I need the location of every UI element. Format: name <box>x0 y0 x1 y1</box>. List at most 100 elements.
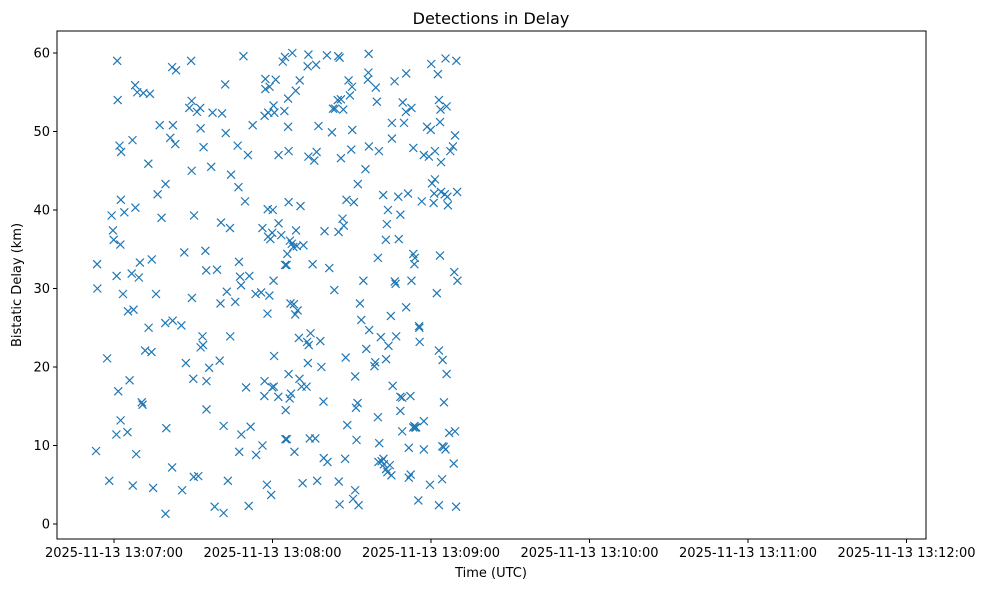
data-point-311 <box>415 337 425 347</box>
data-point-173 <box>291 225 301 235</box>
data-point-227 <box>345 90 355 100</box>
data-point-252 <box>371 83 381 92</box>
data-point-261 <box>378 190 388 200</box>
data-point-275 <box>387 134 397 143</box>
x-tick-label-0: 2025-11-13 13:07:00 <box>45 546 183 561</box>
data-point-324 <box>430 146 440 156</box>
data-point-248 <box>364 141 374 151</box>
data-point-163 <box>286 298 295 308</box>
data-point-146 <box>274 218 284 228</box>
data-point-159 <box>284 197 294 207</box>
data-point-83 <box>206 162 216 172</box>
data-point-140 <box>269 351 279 361</box>
data-point-192 <box>308 259 318 269</box>
y-axis: 0 10 20 30 40 50 60 <box>33 47 57 533</box>
data-point-242 <box>358 276 368 286</box>
data-point-281 <box>393 192 403 202</box>
data-point-347 <box>443 200 453 210</box>
data-point-24 <box>128 135 137 145</box>
data-point-25 <box>128 481 138 490</box>
data-point-273 <box>386 470 396 480</box>
data-point-93 <box>220 79 230 89</box>
data-point-350 <box>448 141 458 151</box>
data-point-147 <box>276 230 286 240</box>
data-point-338 <box>438 355 448 365</box>
y-tick-label-6: 60 <box>33 47 50 62</box>
data-point-105 <box>235 272 245 282</box>
data-point-345 <box>442 101 452 111</box>
data-point-69 <box>189 211 199 220</box>
data-point-99 <box>226 170 236 180</box>
data-point-212 <box>334 477 344 487</box>
data-point-45 <box>155 120 165 130</box>
data-point-186 <box>304 50 313 59</box>
data-point-139 <box>269 101 278 111</box>
y-tick-label-3: 30 <box>33 282 50 297</box>
data-point-148 <box>278 57 288 67</box>
data-point-185 <box>303 61 313 71</box>
data-point-150 <box>280 52 290 62</box>
data-point-10 <box>111 430 121 439</box>
data-point-240 <box>355 298 365 308</box>
data-point-43 <box>151 289 161 299</box>
data-point-141 <box>269 382 279 392</box>
x-tick-label-4: 2025-11-13 13:11:00 <box>679 546 817 561</box>
data-point-157 <box>283 122 293 132</box>
data-point-293 <box>403 189 413 198</box>
data-point-312 <box>417 196 427 206</box>
data-point-189 <box>303 358 313 368</box>
data-point-122 <box>259 391 269 401</box>
data-point-160 <box>284 146 294 156</box>
data-point-34 <box>138 400 147 410</box>
data-point-232 <box>349 197 359 207</box>
data-point-284 <box>395 210 405 220</box>
data-point-23 <box>127 269 137 279</box>
data-point-98 <box>225 331 235 341</box>
data-point-289 <box>399 118 409 128</box>
data-point-246 <box>363 68 373 78</box>
data-point-315 <box>419 150 429 160</box>
data-point-222 <box>340 454 350 464</box>
data-point-175 <box>293 306 303 315</box>
data-point-103 <box>234 257 244 267</box>
data-point-267 <box>382 219 392 229</box>
x-tick-label-1: 2025-11-13 13:08:00 <box>203 546 341 561</box>
data-point-343 <box>441 54 450 63</box>
data-point-276 <box>388 381 398 391</box>
data-point-239 <box>354 500 364 510</box>
data-point-194 <box>310 434 320 443</box>
data-point-358 <box>452 276 462 286</box>
data-point-86 <box>212 265 222 275</box>
data-point-107 <box>236 430 246 439</box>
data-point-277 <box>390 76 399 86</box>
data-point-15 <box>116 415 126 425</box>
data-point-181 <box>298 478 308 488</box>
data-point-204 <box>322 50 332 60</box>
data-point-238 <box>353 179 363 189</box>
chart-title: Detections in Delay <box>413 9 570 28</box>
data-point-182 <box>298 240 308 250</box>
data-point-165 <box>286 389 296 399</box>
data-point-64 <box>187 166 197 176</box>
data-point-113 <box>244 271 254 281</box>
data-point-1 <box>92 259 102 269</box>
data-point-210 <box>330 104 340 114</box>
data-point-138 <box>269 276 278 286</box>
data-point-228 <box>346 145 356 154</box>
data-point-57 <box>171 65 181 75</box>
data-point-111 <box>243 150 253 160</box>
data-point-230 <box>347 125 357 135</box>
data-point-19 <box>118 289 128 299</box>
data-point-112 <box>244 501 254 511</box>
data-point-110 <box>241 382 251 392</box>
data-point-278 <box>390 277 400 286</box>
data-point-197 <box>312 476 322 486</box>
data-point-321 <box>427 178 437 188</box>
y-tick-label-0: 0 <box>42 518 50 533</box>
data-point-119 <box>258 441 267 450</box>
data-point-226 <box>344 76 354 85</box>
data-point-16 <box>116 147 126 157</box>
data-point-256 <box>374 146 384 156</box>
data-point-329 <box>434 500 444 510</box>
data-point-325 <box>430 174 440 184</box>
